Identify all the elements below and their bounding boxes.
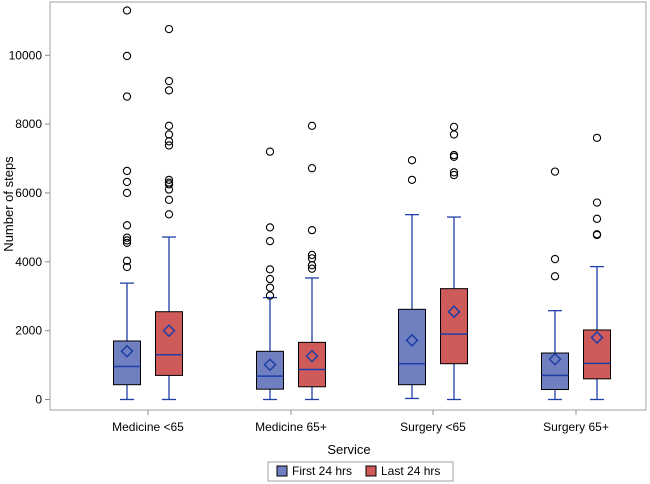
outlier-point [449,170,459,180]
outlier-point [265,283,275,292]
outlier-point [122,238,132,248]
outlier-point [550,167,560,176]
outlier-point [307,254,317,263]
outlier-point [592,133,602,143]
series-first-24-hrs [113,6,569,401]
x-axis-title: Service [327,442,370,457]
outlier-point [164,121,174,130]
y-tick-label: 2000 [15,324,42,338]
outlier-point [122,166,132,176]
legend-label: First 24 hrs [292,464,352,478]
box [298,121,326,401]
outlier-point [164,175,174,185]
outlier-point [122,6,132,15]
outlier-point [122,256,132,265]
box-iqr [541,352,569,391]
legend-label: Last 24 hrs [381,464,440,478]
outlier-point [592,198,602,207]
mean-marker [120,344,134,358]
legend-frame [267,461,454,482]
outlier-point [307,250,317,260]
y-axis-title: Number of steps [1,156,16,252]
box-iqr [583,329,611,380]
outlier-point [307,121,317,130]
outlier-point [265,147,275,156]
box [398,156,426,400]
outlier-point [122,233,132,242]
box [583,133,611,401]
y-tick-label: 8000 [15,117,42,131]
y-tick-label: 0 [35,393,42,407]
outlier-point [407,175,417,185]
mean-marker [162,324,176,338]
legend: First 24 hrs Last 24 hrs [267,461,454,482]
x-tick-label: Surgery <65 [400,420,466,434]
y-axis: 0 2000 4000 6000 8000 10000 [9,48,50,407]
box-series-group [113,6,611,401]
mean-marker [405,333,419,347]
outlier-point [307,264,317,273]
mean-marker [305,349,319,363]
box [155,24,183,401]
legend-swatch [365,465,377,477]
outlier-point [164,76,174,86]
outlier-point [449,150,459,160]
outlier-point [550,254,560,264]
outlier-point [307,225,317,235]
outlier-point [164,24,174,34]
outlier-point [449,122,459,132]
box-iqr [113,340,141,386]
box [256,147,284,401]
outlier-point [265,291,275,300]
plot-area [49,1,647,411]
box-iqr [440,288,468,365]
outlier-point [265,265,275,274]
legend-swatch [276,465,288,477]
x-tick-label: Medicine 65+ [255,420,327,434]
outlier-point [164,130,174,139]
mean-marker [548,352,562,366]
outlier-point [164,210,174,219]
outlier-point [164,195,174,204]
outlier-point [122,177,132,187]
outlier-point [122,262,132,272]
box [440,122,468,401]
box [113,6,141,401]
mean-marker [263,358,277,372]
outlier-point [265,223,275,232]
outlier-point [449,168,459,177]
outlier-point [265,236,275,246]
outlier-point [550,272,560,281]
outlier-point [307,164,317,173]
mean-marker [447,305,461,319]
x-axis: Medicine <65 Medicine 65+ Surgery <65 Surge… [112,410,609,434]
box-iqr [398,308,426,386]
outlier-point [265,274,275,284]
outlier-point [592,214,602,223]
outlier-point [122,92,132,101]
mean-marker [590,330,604,345]
outlier-point [407,156,417,165]
x-tick-label: Medicine <65 [112,420,184,434]
box-iqr [155,311,183,376]
outlier-point [164,141,174,150]
series-last-24-hrs [155,24,611,401]
plot-frame [49,1,647,411]
outlier-point [122,221,132,230]
outlier-point [122,236,132,245]
box [541,167,569,401]
box-iqr [298,341,326,388]
y-tick-label: 10000 [9,48,43,62]
x-tick-label: Surgery 65+ [543,420,609,434]
y-tick-label: 6000 [15,186,42,200]
outlier-point [592,230,602,239]
y-tick-label: 4000 [15,255,42,269]
outlier-point [122,51,132,61]
outlier-point [164,86,174,95]
outlier-point [122,188,132,198]
outlier-point [164,178,174,187]
